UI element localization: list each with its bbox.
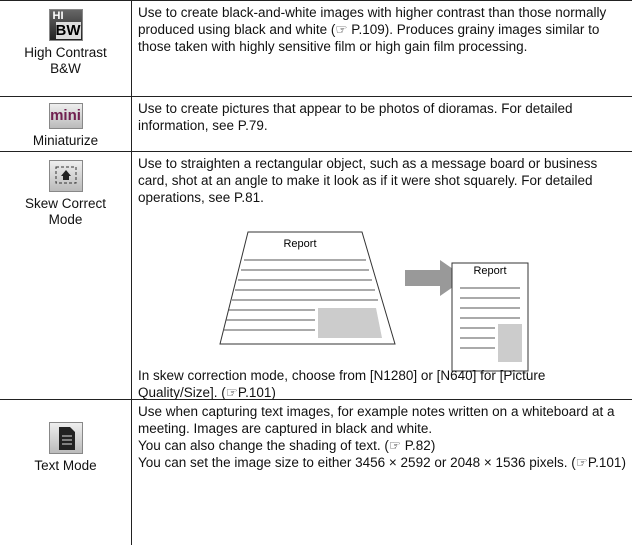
mode-label: Miniaturize — [32, 133, 99, 148]
row: HI BW High Contrast B&W Use to create bl… — [0, 0, 632, 96]
mode-label: B&W — [50, 61, 81, 76]
icon: mini — [48, 103, 83, 129]
mode-cell: Skew Correct Mode — [0, 152, 132, 399]
description: Use to straighten a rectangular object, … — [138, 155, 628, 206]
icon: HI BW — [48, 9, 83, 41]
description: In skew correction mode, choose from [N1… — [138, 367, 628, 401]
mode-cell: HI BW High Contrast B&W — [0, 1, 132, 96]
icon — [48, 160, 83, 192]
icon-text: BW — [55, 22, 81, 39]
paragraph: You can set the image size to either 345… — [138, 455, 626, 470]
mode-label: Text Mode — [34, 458, 97, 473]
paragraph: Use when capturing text images, for exam… — [138, 404, 615, 436]
mode-cell: Text Mode — [0, 400, 132, 545]
row: Text Mode Use when capturing text images… — [0, 399, 632, 545]
paragraph: Use to create pictures that appear to be… — [138, 101, 573, 133]
row: mini Miniaturize Use to create pictures … — [0, 96, 632, 151]
mode-label: Mode — [48, 212, 83, 227]
icon — [48, 422, 83, 454]
mode-label: High Contrast — [24, 45, 107, 60]
paragraph: You can also change the shading of text.… — [138, 438, 436, 453]
diagram-text: Report — [283, 238, 316, 250]
icon-text: HI — [52, 10, 64, 22]
paragraph: In skew correction mode, choose from [N1… — [138, 368, 546, 400]
diagram: Report Report — [219, 231, 529, 372]
icon-graphic — [55, 166, 76, 184]
mode-label: Skew Correct — [24, 196, 107, 211]
paragraph: Use to straighten a rectangular object, … — [138, 156, 598, 205]
description: Use when capturing text images, for exam… — [138, 403, 628, 471]
description: Use to create pictures that appear to be… — [138, 100, 628, 134]
icon-graphic — [58, 427, 75, 450]
description: Use to create black-and-white images wit… — [138, 4, 628, 55]
mode-cell: mini Miniaturize — [0, 97, 132, 151]
row: Skew Correct Mode Use to straighten a re… — [0, 151, 632, 401]
diagram-text: Report — [473, 265, 506, 277]
paragraph: Use to create black-and-white images wit… — [138, 5, 607, 54]
